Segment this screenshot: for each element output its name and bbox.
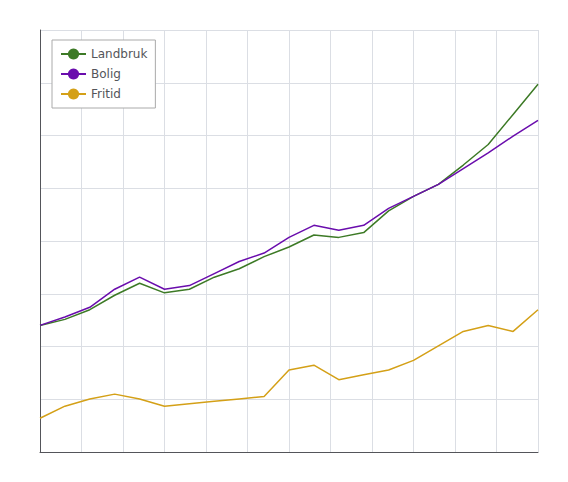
svg-text:Landbruk: Landbruk <box>91 47 147 61</box>
svg-text:Fritid: Fritid <box>91 87 121 101</box>
svg-text:Bolig: Bolig <box>91 67 121 81</box>
